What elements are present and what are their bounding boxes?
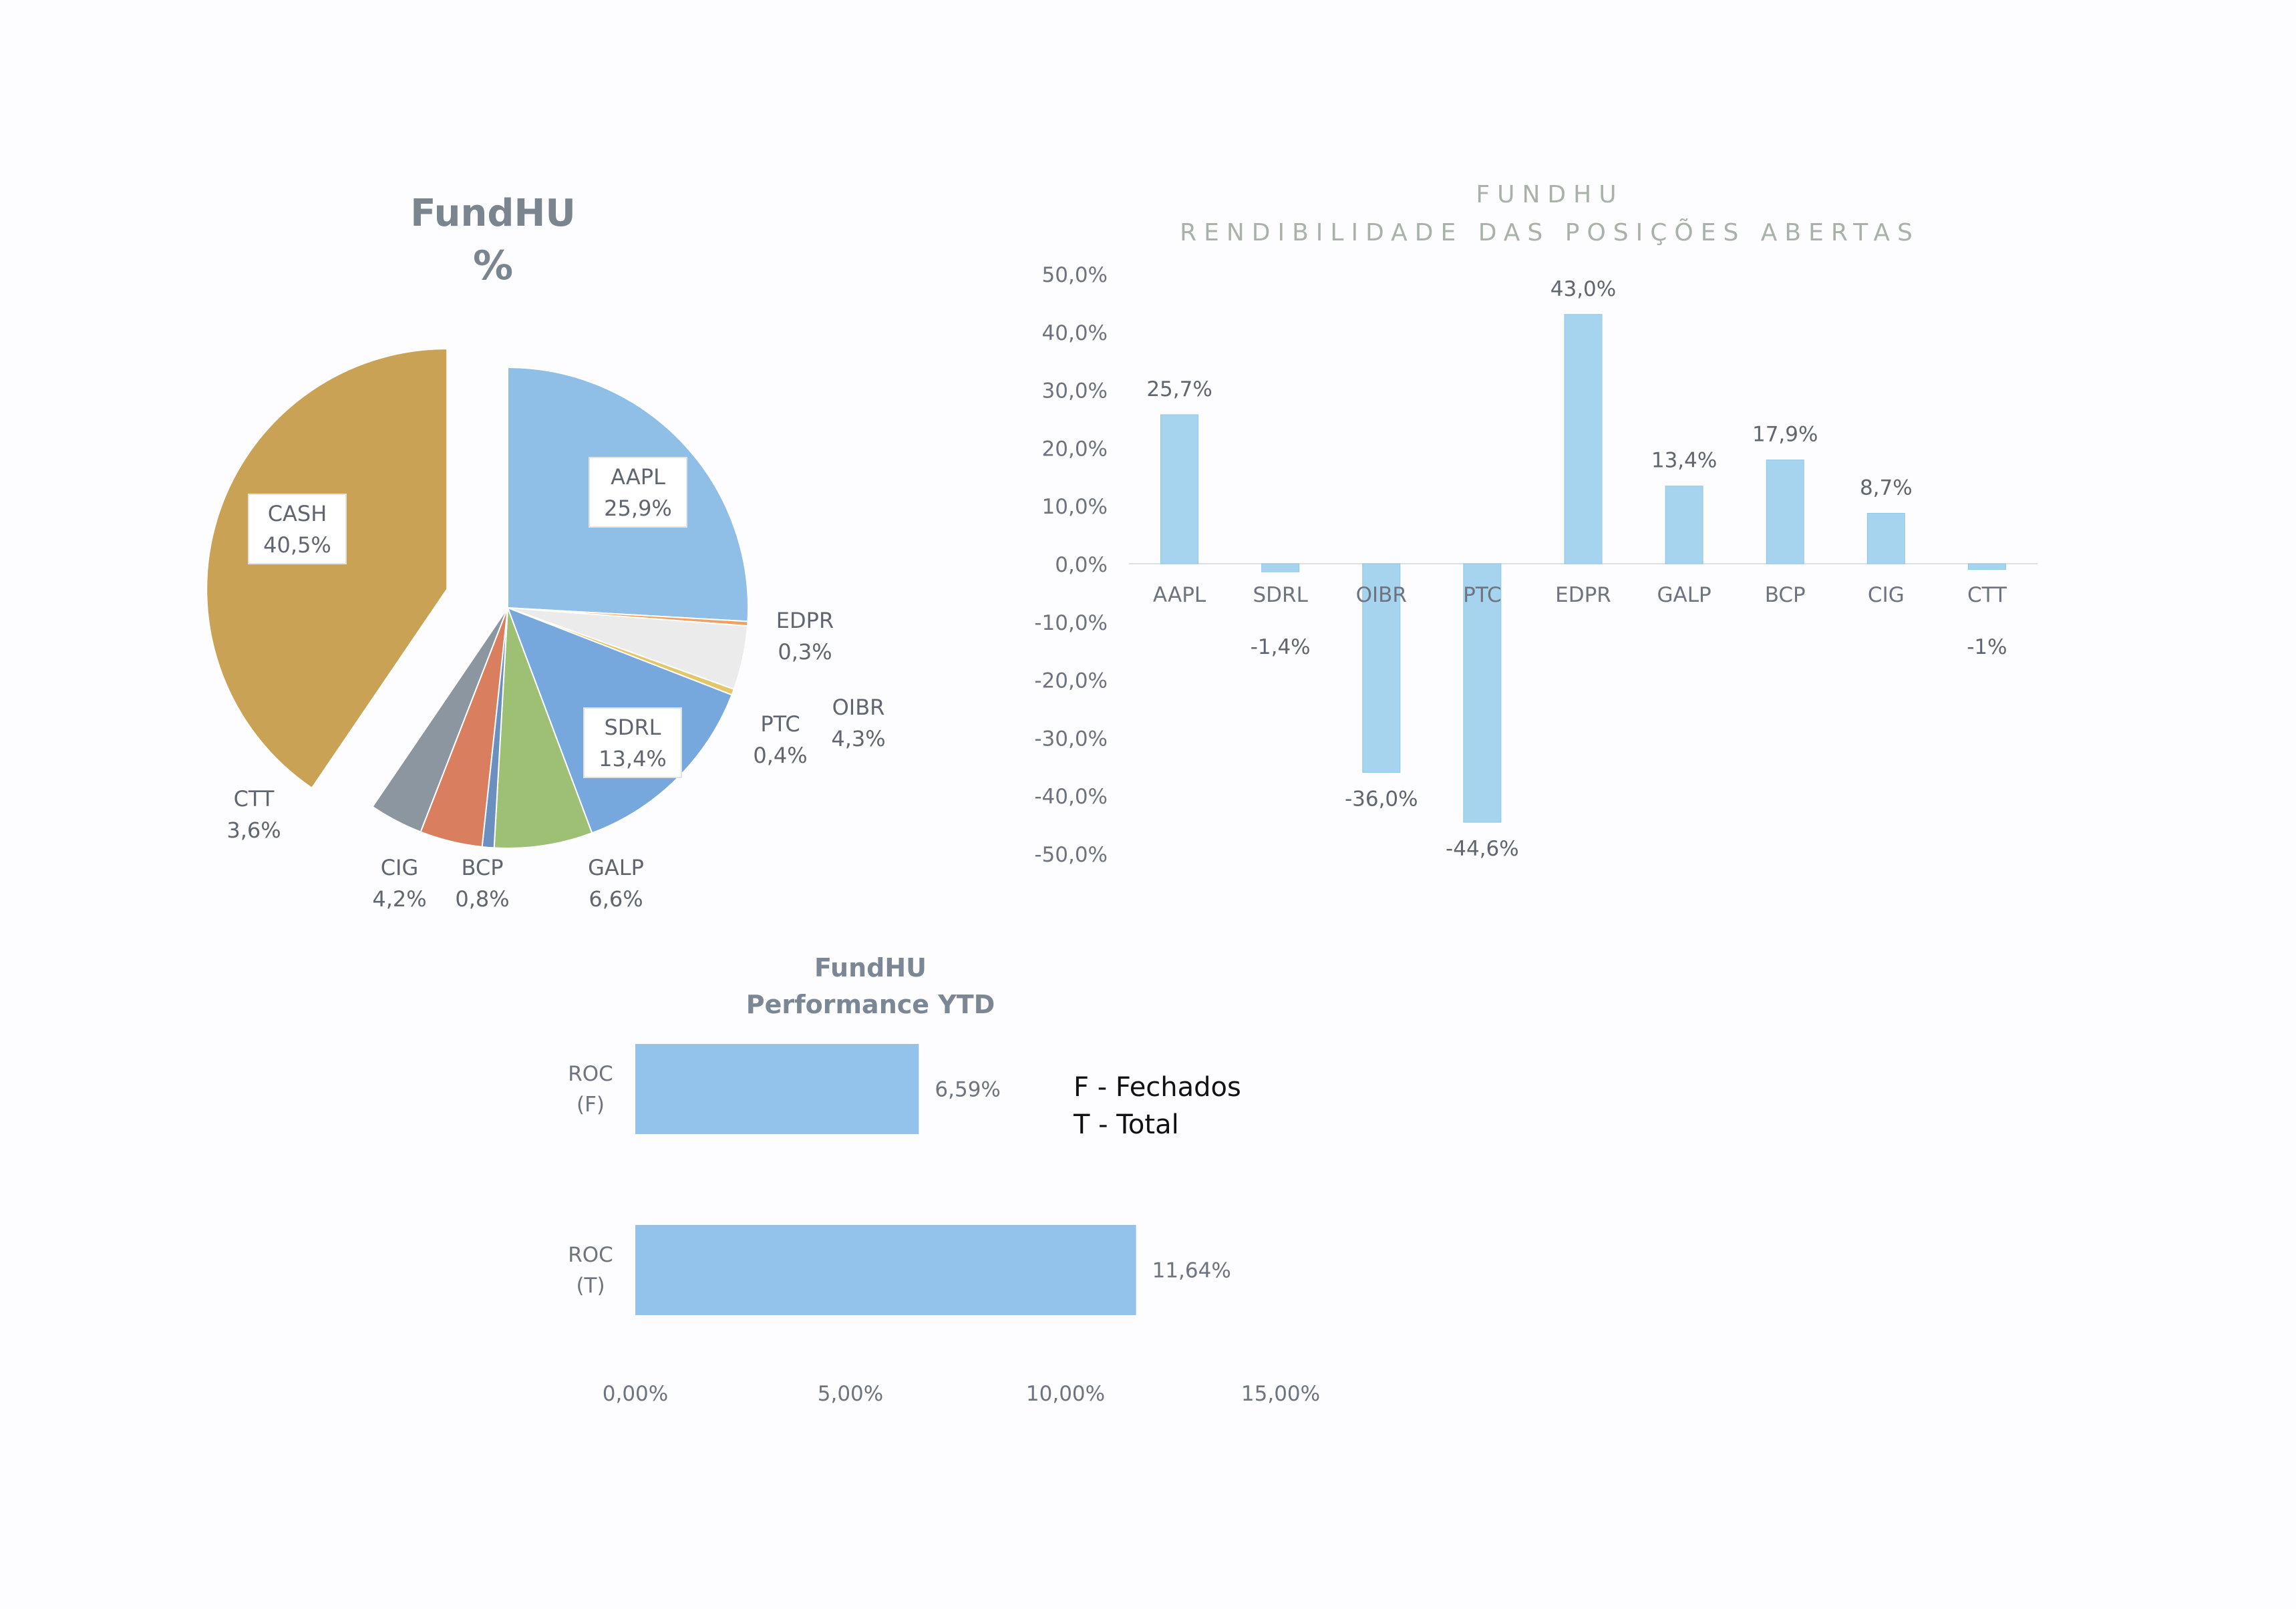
bar-ytick-label: 30,0%	[1042, 379, 1108, 403]
bar-ytick-label: 10,0%	[1042, 495, 1108, 519]
pie-value-ptc: 0,4%	[753, 743, 807, 768]
pie-value-cash: 40,5%	[263, 532, 331, 558]
bar-chart-title: FUNDHU	[1476, 181, 1623, 208]
bar-chart-bars	[1160, 314, 2006, 823]
bar-edpr	[1564, 314, 1603, 564]
pie-label-ptc: PTC	[760, 711, 800, 737]
bar-ytick-label: -20,0%	[1034, 669, 1108, 693]
performance-labels: ROC (F) 6,59% ROC (T) 11,64% 0,00% 5,00% 10,00% 1…	[568, 1062, 1320, 1406]
bar-ytick-label: 0,0%	[1055, 553, 1108, 577]
bar-aapl	[1160, 414, 1199, 564]
bar-category-cig: CIG	[1868, 583, 1905, 607]
performance-xtick-label: 15,00%	[1241, 1382, 1320, 1406]
pie-slice-cash	[206, 348, 448, 789]
performance-value-label: 6,59%	[935, 1078, 1000, 1102]
pie-label-cash: CASH	[268, 501, 327, 526]
pie-slice-galp	[493, 607, 593, 849]
performance-category-label: (T)	[576, 1274, 605, 1298]
bar-ytick-label: 50,0%	[1042, 263, 1108, 287]
bar-ctt	[1967, 563, 2006, 570]
pie-value-sdrl: 13,4%	[599, 746, 667, 771]
bar-value-ptc: -44,6%	[1446, 837, 1519, 861]
pie-label-box-sdrl	[583, 707, 682, 778]
bar-chart-labels: AAPL 25,7% SDRL -1,4% OIBR -36,0% PTC -44,6% EDP…	[1146, 277, 2007, 861]
pie-label-cig: CIG	[381, 855, 419, 880]
bar-value-bcp: 17,9%	[1752, 423, 1818, 447]
bar-value-cig: 8,7%	[1860, 476, 1913, 500]
bar-chart-axis: 50,0% 40,0% 30,0% 20,0% 10,0% 0,0% -10,0% -20,0…	[1034, 263, 2037, 867]
performance-bar-roc-t	[635, 1225, 1136, 1315]
pie-label-sdrl: SDRL	[604, 715, 661, 740]
performance-category-label: ROC	[568, 1243, 613, 1267]
pie-value-oibr: 4,3%	[831, 726, 885, 751]
bar-category-edpr: EDPR	[1555, 583, 1611, 607]
bar-ytick-label: -40,0%	[1034, 785, 1108, 809]
bar-sdrl	[1261, 563, 1300, 572]
bar-value-aapl: 25,7%	[1146, 377, 1212, 401]
pie-value-galp: 6,6%	[589, 886, 643, 912]
performance-bars	[635, 1044, 1136, 1315]
bar-category-sdrl: SDRL	[1253, 583, 1308, 607]
pie-label-box-cash	[248, 494, 347, 564]
pie-value-ctt: 3,6%	[226, 818, 281, 843]
pie-chart-subtitle: %	[473, 242, 513, 289]
performance-xtick-label: 0,00%	[603, 1382, 668, 1406]
performance-category-label: (F)	[577, 1093, 605, 1117]
pie-label-aapl: AAPL	[611, 464, 665, 490]
pie-label-ctt: CTT	[234, 786, 275, 812]
pie-chart-title: FundHU	[410, 192, 576, 235]
legend-note-fechados: F - Fechados	[1074, 1072, 1241, 1103]
bar-category-ctt: CTT	[1967, 583, 2007, 607]
bar-category-galp: GALP	[1657, 583, 1711, 607]
bar-ytick-label: -30,0%	[1034, 727, 1108, 751]
bar-value-sdrl: -1,4%	[1251, 635, 1311, 659]
pie-slice-ctt	[371, 607, 508, 833]
bar-value-ctt: -1%	[1967, 635, 2007, 659]
pie-label-edpr: EDPR	[776, 608, 834, 633]
bar-bcp	[1766, 460, 1804, 564]
pie-value-cig: 4,2%	[372, 886, 426, 912]
bar-ytick-label: -10,0%	[1034, 611, 1108, 635]
pie-slices	[206, 348, 749, 849]
bar-chart-subtitle: RENDIBILIDADE DAS POSIÇÕES ABERTAS	[1180, 218, 1920, 246]
performance-xtick-label: 5,00%	[818, 1382, 883, 1406]
pie-label-galp: GALP	[588, 855, 644, 880]
bar-ytick-label: -50,0%	[1034, 843, 1108, 867]
bar-category-aapl: AAPL	[1153, 583, 1206, 607]
bar-value-galp: 13,4%	[1651, 449, 1717, 473]
performance-chart-subtitle: Performance YTD	[746, 990, 995, 1019]
pie-value-edpr: 0,3%	[778, 639, 832, 665]
pie-labels: AAPL 25,9% EDPR 0,3% OIBR 4,3% PTC 0,4% SDRL 13,4…	[226, 457, 886, 912]
pie-label-oibr: OIBR	[832, 695, 885, 720]
performance-category-label: ROC	[568, 1062, 613, 1086]
bar-cig	[1866, 512, 1905, 564]
bar-ytick-label: 20,0%	[1042, 437, 1108, 461]
performance-bar-roc-f	[635, 1044, 919, 1134]
bar-chart-returns: FUNDHU RENDIBILIDADE DAS POSIÇÕES ABERTA…	[1034, 181, 2037, 867]
performance-value-label: 11,64%	[1152, 1259, 1231, 1283]
performance-chart-title: FundHU	[814, 953, 927, 982]
pie-label-box-aapl	[589, 457, 687, 528]
bar-value-oibr: -36,0%	[1345, 787, 1418, 811]
bar-value-edpr: 43,0%	[1550, 277, 1616, 301]
legend-note-total: T - Total	[1073, 1109, 1179, 1140]
bar-ytick-label: 40,0%	[1042, 321, 1108, 345]
pie-chart-allocation: FundHU % AAPL 25,9% EDPR 0,3% OIBR 4,3% PTC 0,4…	[206, 192, 886, 912]
performance-xtick-label: 10,00%	[1026, 1382, 1105, 1406]
bar-oibr	[1362, 563, 1401, 773]
pie-label-bcp: BCP	[461, 855, 503, 880]
bar-category-bcp: BCP	[1765, 583, 1806, 607]
bar-galp	[1665, 486, 1703, 564]
pie-value-aapl: 25,9%	[604, 496, 672, 521]
bar-category-ptc: PTC	[1463, 583, 1501, 607]
bar-ptc	[1463, 563, 1502, 823]
bar-category-oibr: OIBR	[1356, 583, 1407, 607]
pie-value-bcp: 0,8%	[455, 886, 509, 912]
performance-ytd-chart: FundHU Performance YTD ROC (F) 6,59% ROC (T)…	[568, 953, 1320, 1406]
